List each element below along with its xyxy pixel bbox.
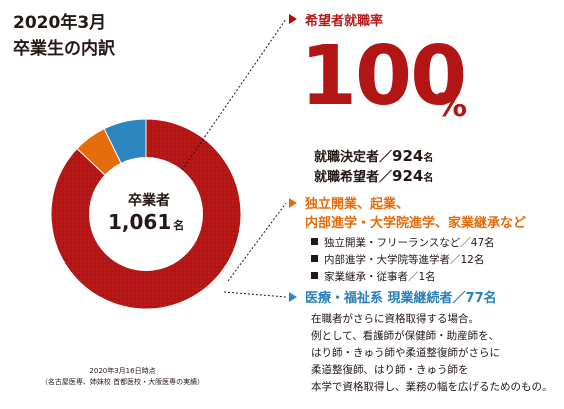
list-item: 家業継承・従事者／1名 xyxy=(311,269,436,284)
center-value-unit: 名 xyxy=(173,219,185,232)
square-bullet-icon xyxy=(311,238,318,245)
triangle-marker-icon xyxy=(289,14,297,24)
center-value-number: 1,061 xyxy=(108,210,172,234)
center-label: 卒業者 xyxy=(128,193,170,209)
footnote-source: （名古屋医専、姉妹校 首都医校・大阪医専の実績） xyxy=(40,378,205,386)
medical-note: 在職者がさらに資格取得する場合。 xyxy=(311,313,479,325)
employment-rate-value: 100 xyxy=(300,29,467,124)
further-title-line2: 内部進学・大学院進学、家業継承など xyxy=(305,216,527,231)
applicants-stat: 就職希望者／924名 xyxy=(314,166,433,185)
leader-line-medical xyxy=(223,291,287,298)
square-bullet-icon xyxy=(311,272,318,279)
applicants-label: 就職希望者／ xyxy=(314,170,393,185)
applicants-value: 924 xyxy=(392,167,424,185)
list-item: 独立開業・フリーランスなど／47名 xyxy=(311,235,495,250)
medical-note: 本学で資格取得し、業務の幅を広げるためのもの。 xyxy=(311,381,553,393)
list-item: 内部進学・大学院等進学者／12名 xyxy=(311,252,484,267)
donut-hole xyxy=(89,157,203,271)
employed-label: 就職決定者／ xyxy=(314,150,393,165)
medical-title: 医療・福祉系 現業継続者／77名 xyxy=(305,291,497,306)
employment-rate-unit: % xyxy=(435,86,468,124)
medical-note: 例として、看護師が保健師・助産師を、 xyxy=(311,330,500,342)
leader-line-further xyxy=(227,202,287,282)
employed-stat: 就職決定者／924名 xyxy=(314,146,433,165)
employment-rate-label: 希望者就職率 xyxy=(305,14,384,29)
medical-note: はり師・きゅう師や柔道整復師がさらに xyxy=(311,347,500,359)
chart-title: 卒業生の内訳 xyxy=(13,39,115,59)
center-value: 1,061 名 xyxy=(108,210,184,234)
applicants-unit: 名 xyxy=(423,173,434,184)
footnote-date: 2020年3月16日時点 xyxy=(89,367,156,375)
leader-line-employed xyxy=(181,18,287,171)
chart-title-date: 2020年3月 xyxy=(13,13,107,33)
further-title-line1: 独立開業、起業、 xyxy=(305,197,410,212)
medical-note: 柔道整復師、はり師・きゅう師を xyxy=(311,364,469,376)
triangle-marker-icon xyxy=(289,198,297,208)
triangle-marker-icon xyxy=(289,292,297,302)
employed-unit: 名 xyxy=(423,153,434,164)
square-bullet-icon xyxy=(311,255,318,262)
employed-value: 924 xyxy=(392,147,424,165)
